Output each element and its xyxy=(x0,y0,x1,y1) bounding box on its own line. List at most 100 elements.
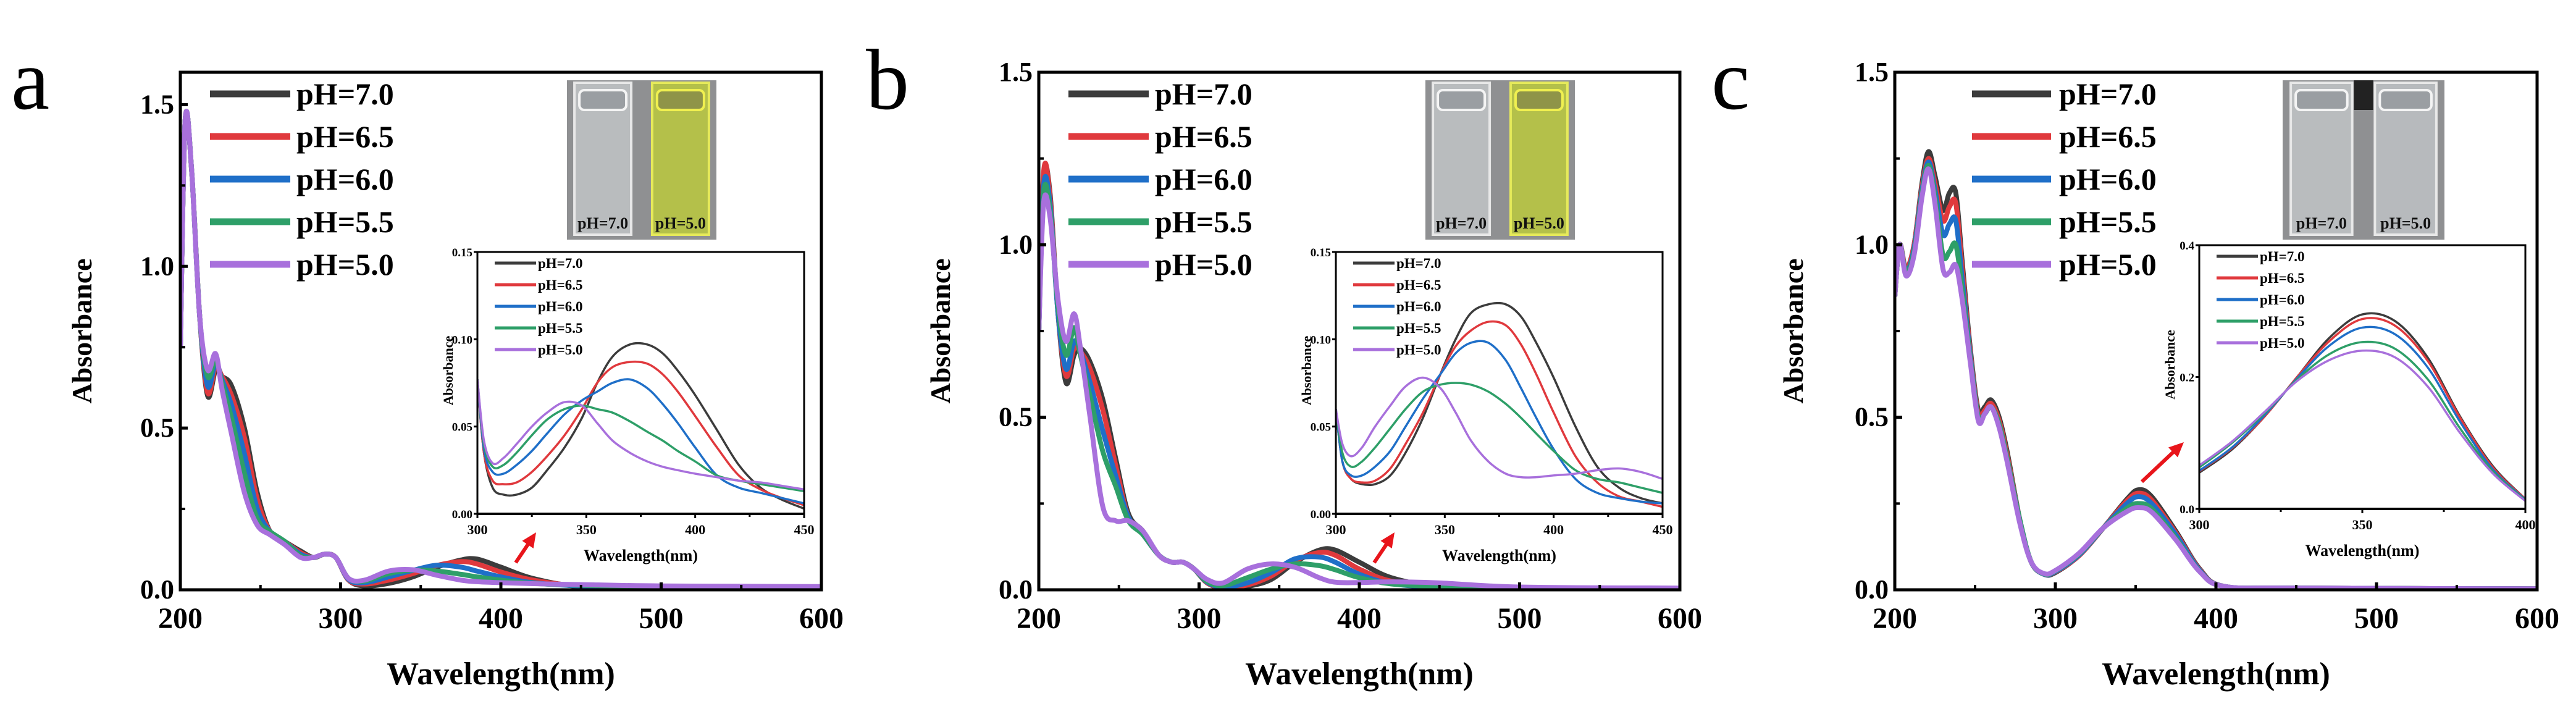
inset-y-axis-title: Absorbance xyxy=(2162,330,2178,400)
legend-label: pH=6.5 xyxy=(1155,119,1252,154)
inset-y-tick-label: 0.05 xyxy=(452,421,472,434)
inset-series-line-pH60 xyxy=(477,378,804,505)
inset-legend-label: pH=6.0 xyxy=(2260,292,2305,308)
inset-y-tick-label: 0.4 xyxy=(2180,240,2194,253)
inset-y-tick-label: 0.0 xyxy=(2180,503,2194,516)
y-axis-title: Absorbance xyxy=(66,258,98,403)
y-tick-label: 0.5 xyxy=(140,413,174,443)
inset-legend-label: pH=7.0 xyxy=(2260,249,2305,264)
inset-legend-label: pH=7.0 xyxy=(538,256,583,271)
inset-y-tick-label: 0.00 xyxy=(1311,508,1331,521)
zoom-arrow xyxy=(2140,447,2179,484)
y-tick-label: 0.0 xyxy=(1855,574,1889,605)
y-tick-label: 0.5 xyxy=(1855,402,1889,432)
inset-legend-label: pH=6.0 xyxy=(538,299,583,314)
legend-label: pH=7.0 xyxy=(296,77,394,111)
cuvette-meniscus xyxy=(1437,89,1487,111)
x-tick-label: 500 xyxy=(2354,602,2399,635)
inset-x-tick-label: 400 xyxy=(2515,517,2536,532)
x-tick-label: 500 xyxy=(639,602,684,635)
inset-legend-label: pH=6.0 xyxy=(1396,299,1441,314)
inset-x-tick-label: 400 xyxy=(1543,522,1564,537)
x-tick-label: 300 xyxy=(319,602,363,635)
panel-letter: a xyxy=(11,32,49,128)
panel-letter: b xyxy=(866,32,909,128)
legend-label: pH=7.0 xyxy=(1155,77,1252,111)
photo-label: pH=5.0 xyxy=(2380,214,2431,232)
inset-x-tick-label: 350 xyxy=(1435,522,1455,537)
inset-series-line-pH50 xyxy=(2199,349,2525,502)
inset-y-axis-title: Absorbance xyxy=(1299,336,1314,406)
legend-label: pH=6.0 xyxy=(2059,162,2157,196)
inset-legend-label: pH=5.0 xyxy=(538,342,583,358)
inset-x-tick-label: 350 xyxy=(576,522,597,537)
panel-b: b 200 300 400 500 600 0.0 0.5 1.0 1.5 Wavelength(n… xyxy=(866,32,1702,692)
y-tick-label: 1.5 xyxy=(140,89,174,119)
legend-label: pH=5.0 xyxy=(2059,247,2157,282)
inset-legend-label: pH=6.5 xyxy=(538,277,583,293)
inset-series-line-pH50 xyxy=(1336,376,1663,480)
inset-x-axis-title: Wavelength(nm) xyxy=(2305,542,2420,560)
inset-chart: 300 350 400 0.0 0.2 0.4 Wavelength(nm) Absorban… xyxy=(2162,240,2536,560)
cuvette-photo: pH=7.0 pH=5.0 xyxy=(1425,80,1575,240)
x-tick-label: 600 xyxy=(1658,602,1702,635)
legend-label: pH=6.0 xyxy=(1155,162,1252,196)
cuvette-meniscus xyxy=(1514,89,1564,111)
panel-c: c 200 300 400 500 600 0.0 0.5 1.0 1.5 Wavelength(n… xyxy=(1711,32,2559,692)
inset-y-tick-label: 0.15 xyxy=(452,246,472,259)
arrow-head-icon xyxy=(2168,442,2184,458)
inset-y-tick-label: 0.15 xyxy=(1311,246,1331,259)
y-tick-label: 0.0 xyxy=(140,574,174,605)
inset-y-axis-title: Absorbance xyxy=(440,336,456,406)
legend-label: pH=6.0 xyxy=(296,162,394,196)
inset-background xyxy=(2199,245,2525,509)
inset-y-tick-label: 0.05 xyxy=(1311,421,1331,434)
inset-legend-label: pH=6.5 xyxy=(1396,277,1441,293)
cuvette-photo: pH=7.0 pH=5.0 xyxy=(567,80,716,240)
x-tick-label: 300 xyxy=(2033,602,2078,635)
inset-legend-label: pH=5.0 xyxy=(2260,335,2305,351)
x-axis-title: Wavelength(nm) xyxy=(1245,657,1474,692)
x-tick-label: 200 xyxy=(1017,602,1061,635)
y-tick-label: 1.0 xyxy=(1855,229,1889,259)
inset-y-tick-label: 0.10 xyxy=(452,334,472,346)
inset-y-tick-label: 0.10 xyxy=(1311,334,1331,346)
inset-series-line-pH60 xyxy=(2199,325,2525,501)
x-tick-label: 600 xyxy=(2515,602,2559,635)
photo-label: pH=5.0 xyxy=(1514,214,1564,232)
inset-series-line-pH70 xyxy=(1336,301,1663,505)
y-axis-title: Absorbance xyxy=(925,258,956,403)
y-tick-label: 1.5 xyxy=(1855,57,1889,87)
x-axis-title: Wavelength(nm) xyxy=(387,657,615,692)
photo-dark-gap xyxy=(2354,80,2373,110)
inset-legend-label: pH=7.0 xyxy=(1396,256,1441,271)
series-line-pH50 xyxy=(1895,166,2537,590)
x-tick-label: 200 xyxy=(1873,602,1917,635)
cuvette-meniscus xyxy=(578,89,628,111)
inset-series-line-pH65 xyxy=(477,360,804,506)
inset-x-tick-label: 450 xyxy=(1653,522,1673,537)
panel-letter: c xyxy=(1711,32,1750,128)
legend-label: pH=5.5 xyxy=(1155,204,1252,239)
inset-x-tick-label: 450 xyxy=(794,522,815,537)
inset-series-line-pH70 xyxy=(477,342,804,510)
inset-x-tick-label: 300 xyxy=(2189,517,2210,532)
inset-y-tick-label: 0.2 xyxy=(2180,372,2194,385)
photo-label: pH=5.0 xyxy=(655,214,706,232)
cuvette-meniscus xyxy=(655,89,705,111)
x-tick-label: 600 xyxy=(799,602,844,635)
inset-series-line-pH55 xyxy=(1336,382,1663,494)
arrow-head-icon xyxy=(1380,532,1395,549)
x-tick-label: 200 xyxy=(158,602,203,635)
inset-series-line-pH65 xyxy=(1336,320,1663,508)
y-tick-label: 0.5 xyxy=(999,402,1033,432)
legend-label: pH=7.0 xyxy=(2059,77,2157,111)
photo-label: pH=7.0 xyxy=(1436,214,1487,232)
cuvette-photo: pH=7.0 pH=5.0 xyxy=(2283,80,2444,240)
x-tick-label: 500 xyxy=(1498,602,1542,635)
y-tick-label: 0.0 xyxy=(999,574,1033,605)
cuvette-meniscus xyxy=(2378,89,2433,111)
x-axis-title: Wavelength(nm) xyxy=(2102,657,2330,692)
legend-label: pH=6.5 xyxy=(2059,119,2157,154)
legend-label: pH=5.0 xyxy=(1155,247,1252,282)
